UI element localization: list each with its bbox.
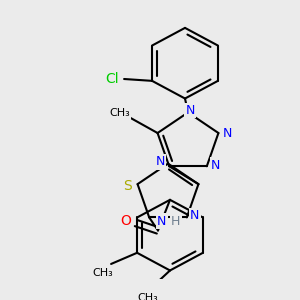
Text: N: N [185, 104, 195, 117]
Text: CH₃: CH₃ [109, 109, 130, 118]
Text: N: N [190, 209, 200, 222]
Text: N: N [157, 215, 166, 228]
Text: H: H [171, 215, 180, 228]
Text: N: N [155, 155, 165, 168]
Text: N: N [223, 128, 232, 140]
Text: S: S [123, 179, 132, 193]
Text: Cl: Cl [105, 72, 119, 86]
Text: CH₃: CH₃ [138, 293, 158, 300]
Text: CH₃: CH₃ [93, 268, 113, 278]
Text: O: O [121, 214, 131, 228]
Text: N: N [211, 159, 220, 172]
